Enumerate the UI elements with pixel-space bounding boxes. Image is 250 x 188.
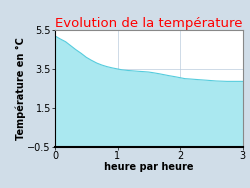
Title: Evolution de la température: Evolution de la température: [55, 17, 242, 30]
Y-axis label: Température en °C: Température en °C: [16, 37, 26, 140]
X-axis label: heure par heure: heure par heure: [104, 162, 194, 172]
